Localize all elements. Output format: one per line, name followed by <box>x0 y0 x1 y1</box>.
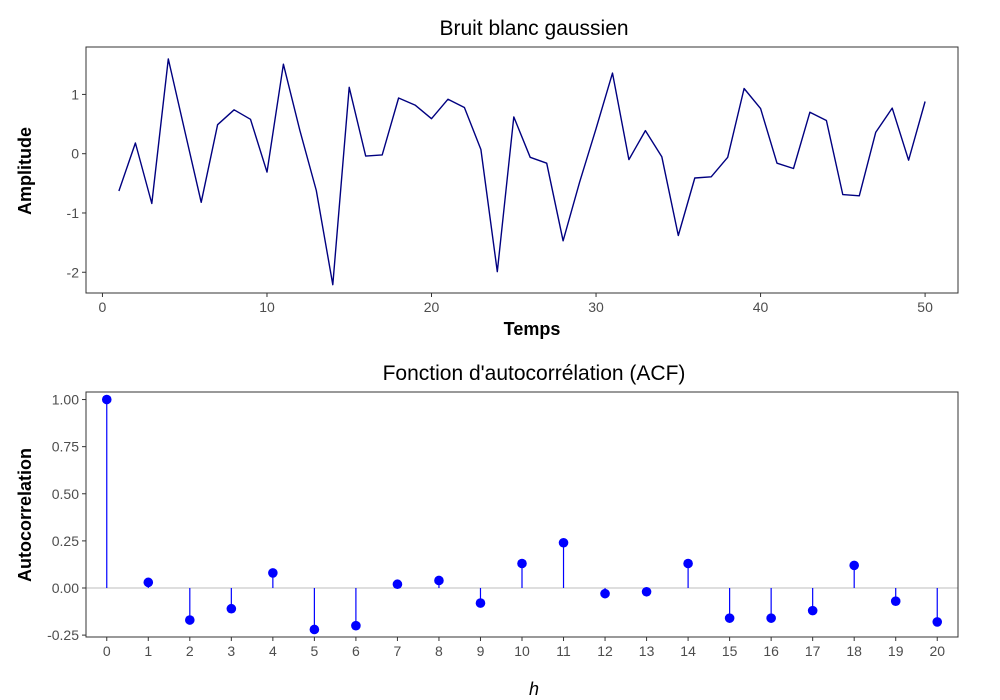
acf-point <box>558 537 569 548</box>
x-tick-label: 9 <box>477 643 485 659</box>
acf-point <box>185 615 195 625</box>
acf-point <box>890 596 901 606</box>
y-tick-label: 0.75 <box>52 439 79 455</box>
x-tick-label: 13 <box>639 643 655 659</box>
x-tick-label: 10 <box>514 643 530 659</box>
y-tick-label: -1 <box>67 205 80 221</box>
acf-point <box>932 617 943 627</box>
acf-point <box>724 613 735 623</box>
acf-point <box>268 568 278 578</box>
plot-border <box>85 391 959 638</box>
acf-point <box>309 624 320 635</box>
x-tick-label: 5 <box>310 643 318 659</box>
y-axis-label: Amplitude <box>15 127 35 215</box>
x-tick-label: 50 <box>917 299 933 315</box>
acf-point <box>641 586 652 597</box>
acf-point <box>351 620 361 631</box>
x-tick-label: 0 <box>99 299 107 315</box>
acf-point <box>683 558 693 569</box>
x-tick-label: 40 <box>753 299 769 315</box>
acf-point <box>807 605 818 616</box>
x-tick-label: 11 <box>556 643 571 659</box>
x-tick-label: 8 <box>435 643 443 659</box>
acf-point <box>600 588 610 599</box>
x-tick-label: 20 <box>424 299 440 315</box>
line-chart-panel: Bruit blanc gaussien Temps Amplitude 0 10… <box>15 17 959 339</box>
y-tick-label: 1 <box>71 86 79 102</box>
acf-chart-panel: Fonction d'autocorrélation (ACF) h Autoc… <box>15 362 959 699</box>
x-tick-label: 3 <box>227 643 235 659</box>
x-tick-label: 19 <box>888 643 904 659</box>
x-tick-label: 2 <box>186 643 194 659</box>
acf-point <box>475 598 486 608</box>
x-tick-label: 16 <box>763 643 779 659</box>
acf-point <box>517 558 527 569</box>
x-tick-label: 30 <box>588 299 604 315</box>
chart-title: Fonction d'autocorrélation (ACF) <box>383 362 686 385</box>
x-tick-label: 4 <box>269 643 277 659</box>
acf-point <box>766 613 776 623</box>
y-tick-label: -2 <box>67 264 80 280</box>
chart-title: Bruit blanc gaussien <box>439 17 628 40</box>
acf-point <box>226 603 237 614</box>
y-tick-label: 0.25 <box>52 533 79 549</box>
y-tick-label: 0 <box>71 146 79 162</box>
acf-point <box>849 560 859 571</box>
x-axis-label: Temps <box>504 319 561 339</box>
y-tick-label: 1.00 <box>52 392 79 408</box>
acf-point <box>434 575 444 586</box>
y-tick-label: -0.25 <box>47 627 79 643</box>
x-tick-label: 14 <box>680 643 696 659</box>
acf-point <box>392 579 403 590</box>
x-axis-label: h <box>529 679 539 699</box>
x-tick-label: 1 <box>144 643 152 659</box>
x-tick-label: 6 <box>352 643 360 659</box>
acf-point <box>143 577 154 588</box>
y-tick-label: 0.50 <box>52 486 79 502</box>
x-tick-label: 17 <box>805 643 821 659</box>
x-tick-label: 0 <box>103 643 111 659</box>
x-tick-label: 18 <box>846 643 862 659</box>
y-axis-label: Autocorrelation <box>15 448 35 582</box>
plot-border <box>85 46 959 294</box>
x-tick-label: 20 <box>929 643 945 659</box>
y-tick-label: 0.00 <box>52 580 79 596</box>
x-tick-label: 10 <box>259 299 275 315</box>
x-tick-label: 7 <box>394 643 402 659</box>
acf-point <box>101 394 112 405</box>
x-tick-label: 15 <box>722 643 738 659</box>
x-tick-label: 12 <box>597 643 613 659</box>
series-line <box>118 58 926 286</box>
